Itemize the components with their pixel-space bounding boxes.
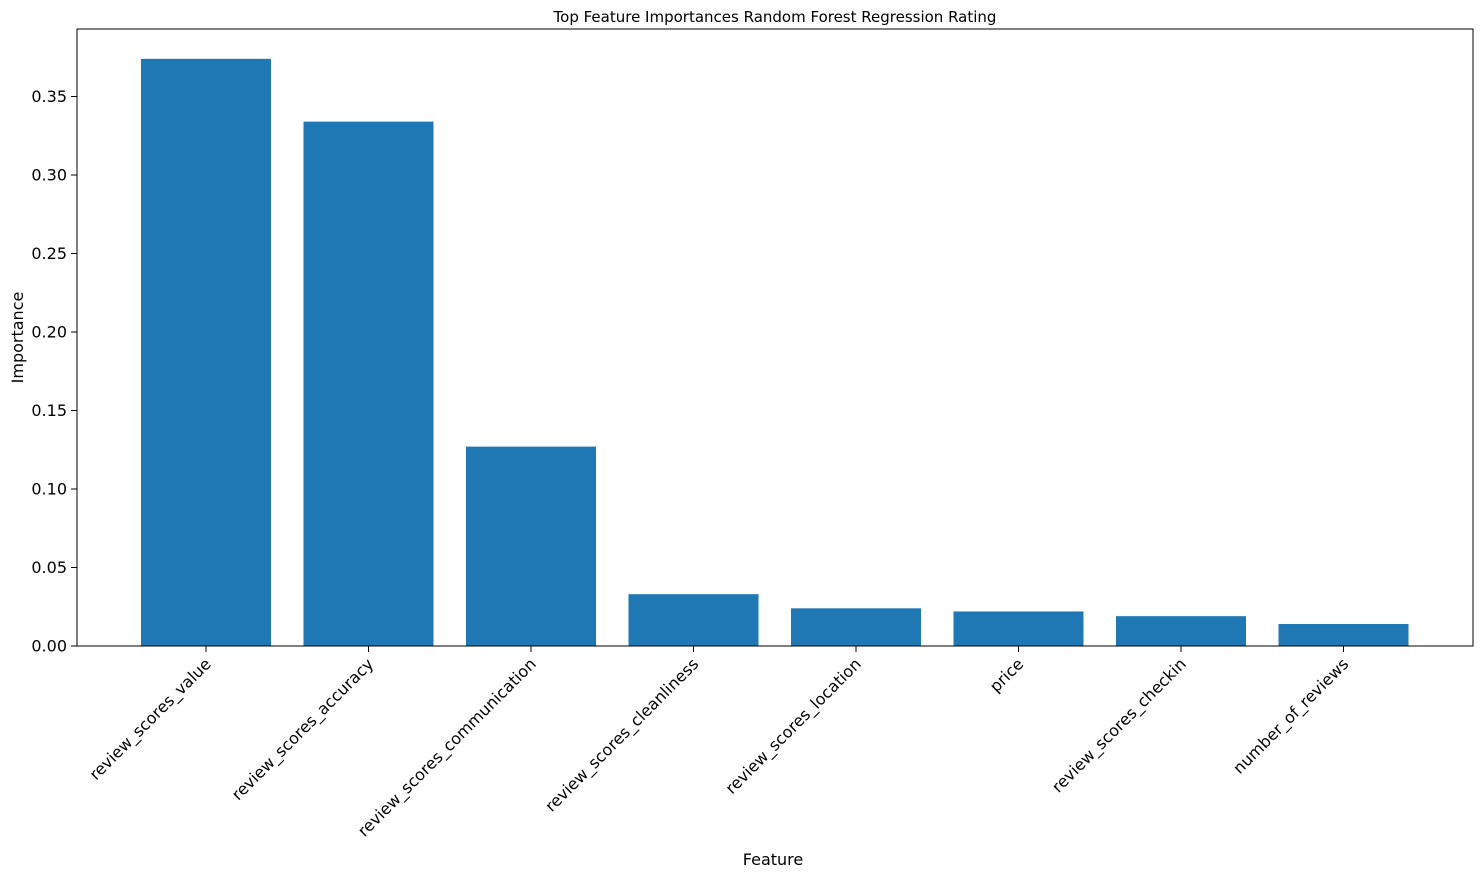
bar-review-scores-location <box>791 608 921 646</box>
bars-group <box>141 58 1409 647</box>
x-tick-label: number_of_reviews <box>1229 654 1353 778</box>
x-tick-label: review_scores_location <box>721 654 865 798</box>
y-tick-label: 0.05 <box>31 558 67 577</box>
bar-review-scores-accuracy <box>303 121 434 647</box>
x-tick-label: review_scores_checkin <box>1048 654 1191 797</box>
y-tick-label: 0.25 <box>31 244 67 263</box>
bar-review-scores-checkin <box>1116 616 1246 646</box>
x-tick-label: review_scores_value <box>85 654 215 784</box>
y-axis-ticks: 0.00 0.05 0.10 0.15 0.20 0.25 0.30 0.35 <box>31 87 77 656</box>
y-tick-label: 0.35 <box>31 87 67 106</box>
y-tick-label: 0.10 <box>31 480 67 499</box>
bar-number-of-reviews <box>1278 624 1409 646</box>
y-axis-label: Importance <box>8 292 27 384</box>
bar-review-scores-communication <box>466 446 596 646</box>
x-tick-label: review_scores_cleanliness <box>541 654 703 816</box>
x-axis-ticks: review_scores_value review_scores_accurac… <box>85 646 1353 841</box>
y-tick-label: 0.15 <box>31 401 67 420</box>
x-tick-label: review_scores_communication <box>354 654 541 841</box>
chart-title: Top Feature Importances Random Forest Re… <box>553 8 997 26</box>
y-tick-label: 0.30 <box>31 166 67 185</box>
x-axis-label: Feature <box>743 850 803 869</box>
bar-review-scores-value <box>141 58 271 646</box>
y-tick-label: 0.00 <box>31 637 67 656</box>
y-tick-label: 0.20 <box>31 323 67 342</box>
x-tick-label: review_scores_accuracy <box>228 654 378 804</box>
plot-frame <box>76 28 1474 647</box>
x-tick-label: price <box>986 654 1028 696</box>
bar-price <box>953 611 1084 646</box>
bar-review-scores-cleanliness <box>628 594 759 646</box>
